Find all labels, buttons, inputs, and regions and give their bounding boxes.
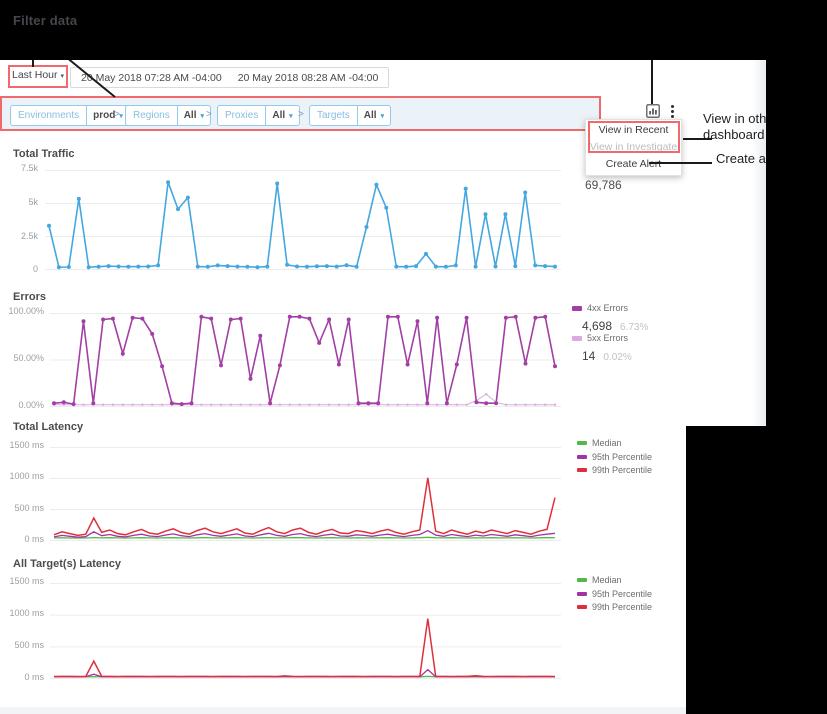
caret-down-icon: ▾ [119, 112, 123, 120]
filter-targets[interactable]: Targets All ▾ [309, 105, 392, 126]
chart-title-all-targets-latency: All Target(s) Latency [13, 558, 121, 570]
kebab-menu-icon[interactable] [668, 103, 676, 119]
edge-shadow [752, 60, 766, 426]
95th-swatch-icon [577, 592, 587, 596]
breadcrumb-separator: > [298, 109, 304, 120]
caret-down-icon: ▾ [289, 112, 293, 120]
4xx-swatch-icon [572, 305, 582, 311]
filter-label: Environments [18, 110, 80, 121]
caret-down-icon: ▾ [380, 112, 385, 120]
y-tick: 0.00% [18, 400, 44, 410]
y-tick: 50.00% [13, 353, 44, 363]
menu-item-view-in-investigate[interactable]: View in Investigate [589, 141, 678, 153]
legend-label: Median [592, 575, 622, 585]
filter-value: All [363, 110, 377, 121]
chart-title-total-traffic: Total Traffic [13, 148, 75, 160]
caret-down-icon: ▾ [200, 112, 204, 120]
legend-median: Median [577, 575, 622, 585]
95th-swatch-icon [577, 455, 587, 459]
legend-95th: 95th Percentile [577, 589, 652, 599]
5xx-swatch-icon [572, 335, 582, 341]
filter-label: Targets [317, 110, 350, 121]
y-tick: 100.00% [8, 306, 44, 316]
legend-label: 95th Percentile [592, 589, 653, 599]
filter-proxies[interactable]: Proxies All ▾ [217, 105, 300, 126]
bottom-right-black-block [686, 426, 827, 714]
y-tick: 5k [28, 197, 38, 207]
median-swatch-icon [577, 441, 587, 445]
y-tick: 500 ms [14, 640, 44, 650]
legend-label: 5xx Errors [587, 333, 629, 343]
legend-label: 99th Percentile [592, 465, 653, 475]
date-end: 20 May 2018 08:28 AM -04:00 [237, 71, 379, 84]
y-tick: 7.5k [20, 163, 38, 173]
y-tick: 1500 ms [9, 576, 44, 586]
4xx-percent: 6.73% [620, 322, 649, 333]
median-swatch-icon [577, 578, 587, 582]
5xx-count: 14 [582, 349, 596, 363]
y-tick: 0 ms [24, 534, 44, 544]
legend-median: Median [577, 438, 622, 448]
annotation-view-in-other: View in oth [703, 111, 767, 126]
menu-item-create-alert[interactable]: Create Alert [605, 158, 662, 170]
legend-4xx-values: 4,698 6.73% [582, 317, 648, 335]
legend-label: Median [592, 438, 622, 448]
legend-4xx-errors: 4xx Errors [572, 303, 628, 313]
chart-title-total-latency: Total Latency [13, 421, 84, 433]
legend-95th: 95th Percentile [577, 452, 652, 462]
filter-value: All [183, 110, 197, 121]
date-range-box[interactable]: 20 May 2018 07:28 AM -04:00 20 May 2018 … [70, 67, 390, 88]
chip-divider [265, 106, 267, 125]
total-latency-plot[interactable] [50, 447, 561, 541]
caret-down-icon: ▾ [60, 73, 65, 80]
5xx-percent: 0.02% [603, 352, 632, 363]
legend-5xx-errors: 5xx Errors [572, 333, 628, 343]
annotation-create-alert: Create a [716, 151, 766, 166]
errors-plot[interactable] [50, 313, 561, 407]
chart-title-errors: Errors [13, 291, 47, 303]
traffic-total-value: 69,786 [585, 178, 622, 192]
legend-label: 4xx Errors [587, 303, 629, 313]
filter-value: All [272, 110, 286, 121]
y-tick: 0 ms [24, 672, 44, 682]
chip-divider [356, 106, 358, 125]
time-range-label: Last Hour [12, 69, 58, 81]
chip-divider [86, 106, 88, 125]
top-black-bar [0, 0, 827, 60]
y-tick: 1500 ms [9, 440, 44, 450]
bar-chart-icon [646, 104, 660, 118]
4xx-count: 4,698 [582, 319, 613, 333]
all-targets-latency-plot[interactable] [50, 583, 561, 679]
annotation-filter-data: Filter data [13, 13, 78, 28]
filter-environments[interactable]: Environments prod ▾ [10, 105, 130, 126]
date-start: 20 May 2018 07:28 AM -04:00 [81, 71, 222, 84]
chart-options-button[interactable] [646, 104, 660, 118]
time-range-dropdown[interactable]: Last Hour ▾ [12, 69, 64, 81]
99th-swatch-icon [577, 605, 587, 609]
legend-label: 99th Percentile [592, 602, 653, 612]
breadcrumb-separator: > [206, 109, 212, 120]
filter-label: Proxies [225, 110, 259, 121]
legend-label: 95th Percentile [592, 452, 653, 462]
legend-99th: 99th Percentile [577, 602, 652, 612]
99th-swatch-icon [577, 468, 587, 472]
context-menu: View in Recent View in Investigate Creat… [585, 119, 682, 176]
y-tick: 500 ms [14, 503, 44, 513]
y-tick: 2.5k [20, 231, 38, 241]
y-tick: 0 [32, 264, 38, 274]
filter-value: prod [93, 110, 116, 121]
y-tick: 1000 ms [9, 608, 44, 618]
legend-99th: 99th Percentile [577, 465, 652, 475]
filter-regions[interactable]: Regions All ▾ [125, 105, 211, 126]
y-tick: 1000 ms [9, 471, 44, 481]
legend-5xx-values: 14 0.02% [582, 347, 632, 365]
menu-item-view-in-recent[interactable]: View in Recent [598, 124, 669, 136]
annotation-dashboards: dashboard [703, 127, 765, 142]
filter-label: Regions [133, 110, 170, 121]
footer-band [0, 707, 686, 714]
total-traffic-plot[interactable] [45, 170, 561, 270]
breadcrumb-separator: > [114, 109, 120, 120]
chip-divider [176, 106, 178, 125]
